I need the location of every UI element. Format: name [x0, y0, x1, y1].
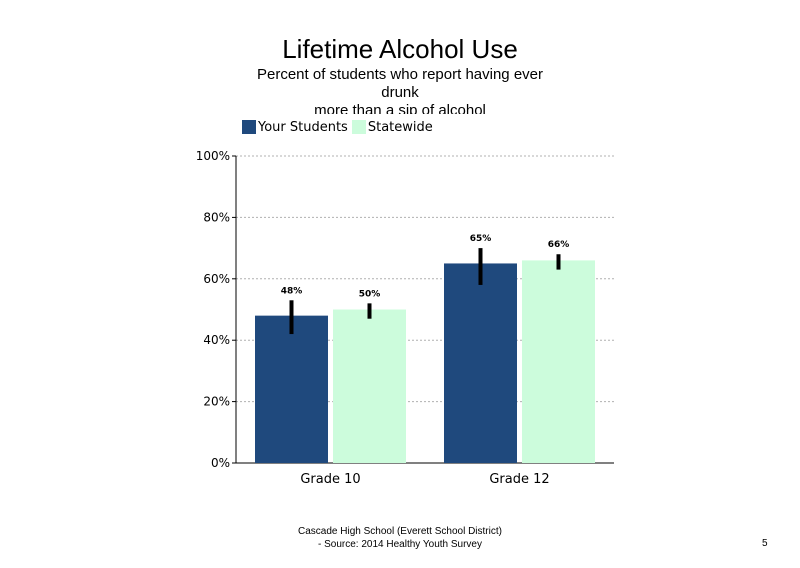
x-category-label: Grade 12: [489, 472, 549, 487]
bar: [444, 263, 517, 463]
chart-legend: Your Students Statewide: [242, 118, 437, 136]
subtitle-line-3: more than a sip of alcohol: [314, 102, 486, 114]
page-number: 5: [762, 538, 768, 549]
y-tick-label: 20%: [203, 395, 230, 409]
legend-swatch-your-students: [242, 120, 256, 134]
y-tick-label: 0%: [211, 456, 230, 470]
y-tick-label: 40%: [203, 333, 230, 347]
data-label: 65%: [470, 234, 492, 244]
y-tick-label: 100%: [196, 149, 230, 163]
chart-title: Lifetime Alcohol Use: [282, 34, 518, 64]
legend-item-statewide: Statewide: [351, 119, 433, 135]
bar: [255, 315, 328, 463]
x-category-label: Grade 10: [300, 472, 360, 487]
footer-line-2: - Source: 2014 Healthy Youth Survey: [318, 539, 482, 550]
y-tick-label: 60%: [203, 272, 230, 286]
footer-line-1: Cascade High School (Everett School Dist…: [298, 526, 502, 537]
data-label: 66%: [548, 240, 570, 250]
bar: [522, 260, 595, 463]
footer-source: Cascade High School (Everett School Dist…: [250, 525, 550, 551]
subtitle-line-2: drunk: [381, 84, 419, 101]
y-tick-label: 80%: [203, 210, 230, 224]
legend-swatch-statewide: [351, 120, 366, 134]
legend-item-your-students: Your Students: [242, 120, 348, 135]
legend-label-your-students: Your Students: [258, 119, 348, 135]
bar: [333, 309, 406, 463]
data-label: 48%: [281, 286, 303, 296]
chart-subtitle: Percent of students who report having ev…: [230, 66, 570, 114]
subtitle-line-1: Percent of students who report having ev…: [257, 66, 543, 83]
legend-label-statewide: Statewide: [367, 119, 433, 135]
data-label: 50%: [359, 289, 381, 299]
